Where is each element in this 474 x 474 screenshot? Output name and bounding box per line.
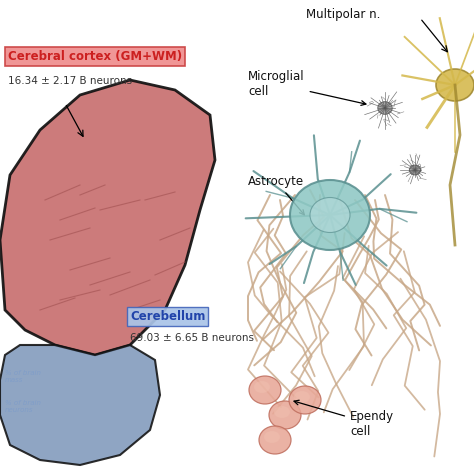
Text: Multipolar n.: Multipolar n. (306, 8, 380, 21)
Ellipse shape (274, 406, 290, 418)
Polygon shape (0, 80, 215, 355)
Ellipse shape (264, 431, 280, 443)
Ellipse shape (249, 376, 281, 404)
Text: Microglial
cell: Microglial cell (248, 70, 366, 105)
Ellipse shape (310, 198, 350, 233)
Ellipse shape (294, 391, 310, 403)
Ellipse shape (436, 69, 474, 101)
Text: Astrocyte: Astrocyte (248, 175, 304, 215)
Polygon shape (0, 345, 160, 465)
Ellipse shape (290, 180, 370, 250)
Text: Ependy
cell: Ependy cell (294, 400, 394, 438)
Text: Cerebral cortex (GM+WM): Cerebral cortex (GM+WM) (8, 50, 182, 63)
Ellipse shape (378, 102, 392, 114)
Text: 16.34 ± 2.17 B neurons: 16.34 ± 2.17 B neurons (8, 76, 132, 86)
Ellipse shape (289, 386, 321, 414)
Ellipse shape (269, 401, 301, 429)
Text: 69.03 ± 6.65 B neurons: 69.03 ± 6.65 B neurons (130, 333, 254, 343)
Text: % of brain
neurons: % of brain neurons (5, 400, 41, 413)
Text: % of brain
mass: % of brain mass (5, 370, 41, 383)
Ellipse shape (410, 165, 420, 175)
Ellipse shape (254, 381, 270, 393)
Text: Cerebellum: Cerebellum (130, 310, 205, 323)
Ellipse shape (259, 426, 291, 454)
